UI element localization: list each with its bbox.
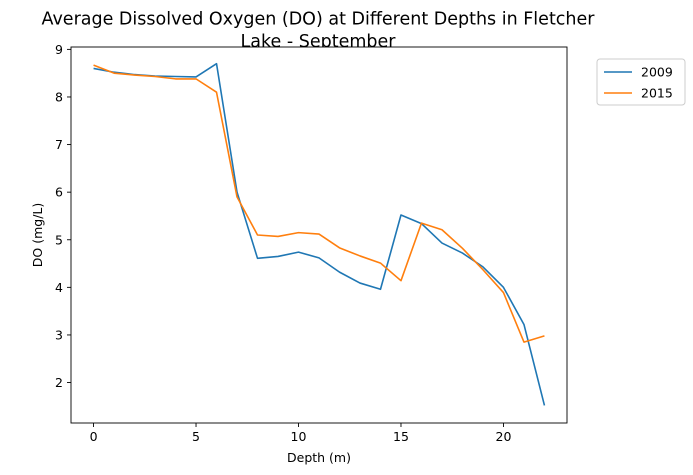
series-lines [93, 62, 546, 406]
y-tick-label: 4 [55, 280, 63, 295]
y-tick-label: 2 [55, 375, 63, 390]
x-tick-label: 10 [291, 429, 307, 444]
x-tick-label: 20 [496, 429, 512, 444]
y-axis-label: DO (mg/L) [30, 203, 45, 267]
y-tick-label: 7 [55, 137, 63, 152]
y-axis-ticks: 2 3 4 5 6 7 8 9 [55, 42, 71, 390]
y-tick-label: 3 [55, 327, 63, 342]
x-tick-label: 5 [192, 429, 200, 444]
x-tick-label: 0 [90, 429, 98, 444]
chart-title-line-1: Average Dissolved Oxygen (DO) at Differe… [42, 10, 596, 30]
x-axis-ticks: 0 5 10 15 20 [90, 423, 512, 444]
plot-frame [70, 46, 568, 424]
y-tick-label: 9 [55, 42, 63, 57]
y-tick-label: 8 [55, 89, 63, 104]
series-line-2015 [93, 64, 545, 343]
legend: 2009 2015 [596, 58, 686, 106]
x-axis-label: Depth (m) [287, 450, 351, 465]
series-line-2009 [93, 62, 546, 406]
legend-label-2009: 2009 [641, 65, 673, 80]
y-tick-label: 5 [55, 232, 63, 247]
y-tick-label: 6 [55, 185, 63, 200]
x-tick-label: 15 [393, 429, 409, 444]
legend-label-2015: 2015 [641, 86, 673, 101]
